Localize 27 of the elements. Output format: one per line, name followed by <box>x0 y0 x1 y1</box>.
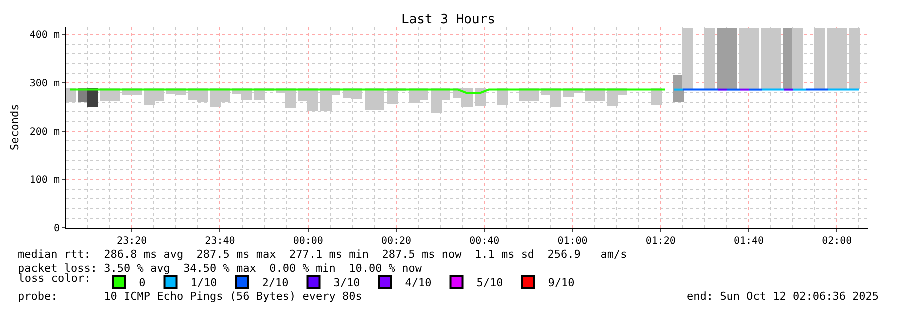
x-tick-label: 00:00 <box>293 236 324 247</box>
chart-title: Last 3 Hours <box>402 12 496 28</box>
text: end: Sun Oct 12 02:06:36 2025 <box>687 290 880 303</box>
legend-label: 5/10 <box>476 276 504 290</box>
x-tick-label: 00:40 <box>470 236 500 247</box>
legend-label: 9/10 <box>548 276 575 290</box>
legend-label: 4/10 <box>405 276 432 290</box>
x-tick-label: 01:00 <box>558 236 588 247</box>
y-tick-label: 400 m <box>30 30 60 42</box>
y-axis-title: Seconds <box>8 104 22 151</box>
text: probe: 10 ICMP Echo Pings (56 Bytes) every 80s <box>18 290 362 303</box>
text: median rtt: 286.8 ms avg 287.5 ms max 277.1 ms min 287.5 ms now 1.1 ms sd 256.9 am/s <box>18 248 628 261</box>
legend-label: 0 <box>139 276 146 290</box>
legend-label: 2/10 <box>262 276 289 290</box>
y-tick-label: 100 m <box>30 175 60 186</box>
x-tick-label: 23:20 <box>117 236 148 247</box>
y-tick-label: 200 m <box>30 126 60 138</box>
y-tick-label: 300 m <box>30 78 60 90</box>
x-tick-label: 02:00 <box>822 236 852 247</box>
x-tick-label: 23:40 <box>205 236 236 247</box>
x-tick-label: 01:40 <box>734 236 764 247</box>
x-tick-label: 01:20 <box>646 236 676 247</box>
legend-label: 1/10 <box>190 276 218 290</box>
legend-label: 3/10 <box>334 276 360 290</box>
y-tick-label: 0 <box>54 224 60 234</box>
text: packet loss: 3.50 % avg 34.50 % max 0.00 % min 10.00 % now <box>18 262 422 275</box>
x-tick-label: 00:20 <box>381 236 412 247</box>
